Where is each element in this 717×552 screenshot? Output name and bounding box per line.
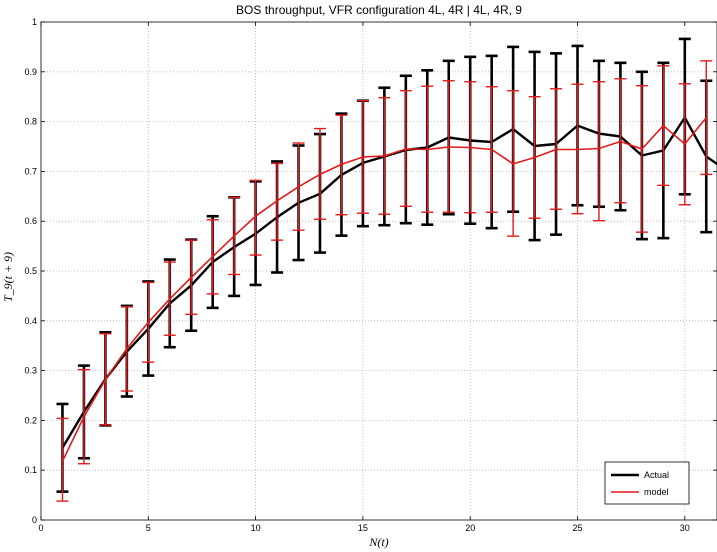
y-tick-label: 0.7 xyxy=(24,166,37,176)
y-tick-label: 0.8 xyxy=(24,117,37,127)
y-tick-label: 0.2 xyxy=(24,415,37,425)
plot-frame xyxy=(40,21,717,521)
x-tick-label: 15 xyxy=(358,523,368,533)
legend: Actual model xyxy=(604,461,690,505)
y-tick-label: 0.4 xyxy=(24,316,37,326)
x-tick-label: 20 xyxy=(465,523,475,533)
y-tick-label: 0.1 xyxy=(24,465,37,475)
series-group xyxy=(56,37,717,502)
x-tick-label: 30 xyxy=(680,523,690,533)
chart-title: BOS throughput, VFR configuration 4L, 4R… xyxy=(236,3,522,17)
y-tick-label: 0 xyxy=(32,515,37,525)
series-line xyxy=(61,117,707,462)
x-tick-label: 25 xyxy=(573,523,583,533)
legend-box xyxy=(604,461,690,505)
x-tick-label: 5 xyxy=(146,523,151,533)
series-model xyxy=(56,60,713,502)
legend-label: Actual xyxy=(644,470,669,480)
y-tick-label: 0.6 xyxy=(24,216,37,226)
x-tick-label: 10 xyxy=(251,523,261,533)
plot-area xyxy=(41,22,717,520)
y-axis-label: T_9(t + 9) xyxy=(1,252,15,302)
x-axis-label: N(t) xyxy=(368,535,388,549)
y-tick-label: 0.5 xyxy=(24,266,37,276)
legend-label: model xyxy=(644,487,669,497)
x-tick-label: 0 xyxy=(38,523,43,533)
y-tick-label: 1 xyxy=(32,17,37,27)
y-tick-label: 0.9 xyxy=(24,67,37,77)
y-tick-label: 0.3 xyxy=(24,366,37,376)
